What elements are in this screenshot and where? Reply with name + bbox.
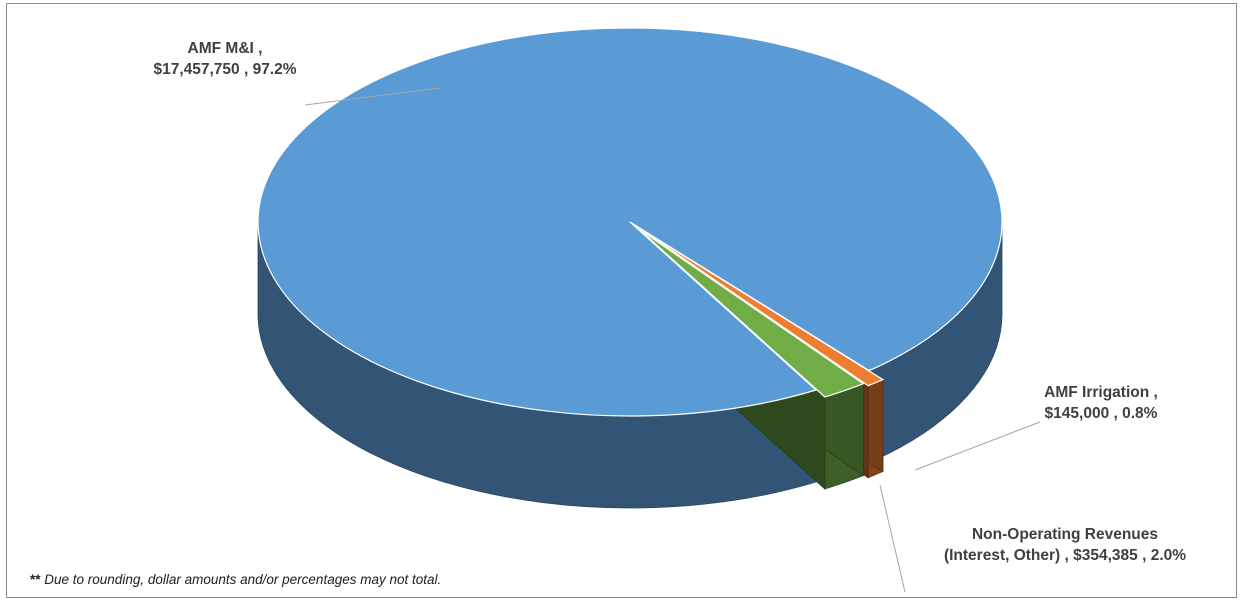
slice-label-amf-mi-line1: AMF M&I , xyxy=(187,40,263,57)
footnote-stars: ** xyxy=(30,572,41,587)
slice-label-amf-irrigation-line2: $145,000 , 0.8% xyxy=(1044,405,1158,422)
slice-label-amf-mi-line2: $17,457,750 , 97.2% xyxy=(153,61,297,78)
footnote: ** Due to rounding, dollar amounts and/o… xyxy=(30,572,441,587)
slice-label-amf-irrigation-line1: AMF Irrigation , xyxy=(1044,384,1158,401)
pie-slice-amf-m-i xyxy=(257,27,1003,417)
pie-slice-amf-irrigation xyxy=(643,230,885,387)
pie-slice-non-operating-revenues-interest-other- xyxy=(638,228,865,398)
slice-label-non-operating-line1: Non-Operating Revenues xyxy=(971,526,1159,543)
leader-line-non-operating xyxy=(879,484,906,593)
slice-label-amf-irrigation: AMF Irrigation , $145,000 , 0.8% xyxy=(1016,382,1186,424)
footnote-text: Due to rounding, dollar amounts and/or p… xyxy=(40,572,442,587)
leader-line-amf-irrigation xyxy=(914,421,1041,471)
leader-line-amf-mi xyxy=(304,87,441,106)
slice-label-amf-mi: AMF M&I , $17,457,750 , 97.2% xyxy=(120,38,330,80)
slice-label-non-operating-line2: (Interest, Other) , $354,385 , 2.0% xyxy=(943,547,1187,564)
slice-label-non-operating: Non-Operating Revenues (Interest, Other)… xyxy=(900,524,1230,566)
